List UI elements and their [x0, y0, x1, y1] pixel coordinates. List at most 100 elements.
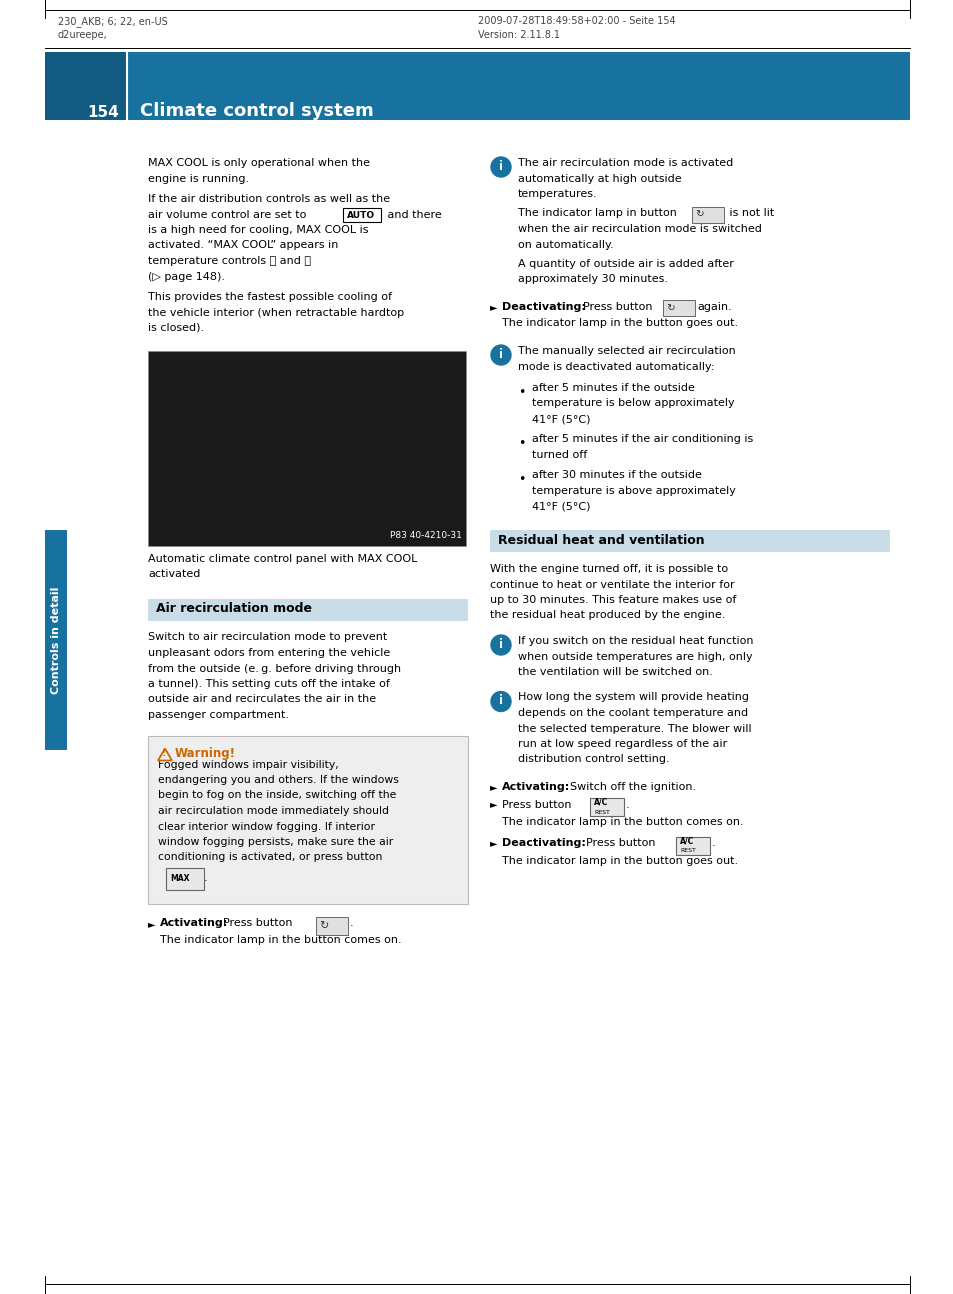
Text: turned off: turned off: [532, 450, 587, 459]
Text: .: .: [711, 839, 715, 849]
Text: !: !: [162, 749, 166, 758]
Bar: [662, 300, 695, 316]
Text: 230_AKB; 6; 22, en-US: 230_AKB; 6; 22, en-US: [58, 16, 168, 27]
Text: Fogged windows impair visibility,: Fogged windows impair visibility,: [158, 760, 338, 770]
Text: activated: activated: [148, 569, 200, 578]
Text: The indicator lamp in the button comes on.: The indicator lamp in the button comes o…: [501, 817, 742, 827]
Text: ↻: ↻: [695, 210, 703, 220]
Text: temperatures.: temperatures.: [517, 189, 597, 199]
Text: distribution control setting.: distribution control setting.: [517, 754, 669, 765]
Text: temperature controls ⓦ and ⓫: temperature controls ⓦ and ⓫: [148, 256, 311, 267]
Text: Switch off the ignition.: Switch off the ignition.: [569, 782, 696, 792]
Text: temperature is below approximately: temperature is below approximately: [532, 399, 734, 409]
Text: after 5 minutes if the outside: after 5 minutes if the outside: [532, 383, 694, 393]
Text: approximately 30 minutes.: approximately 30 minutes.: [517, 274, 667, 285]
Text: 41°F (5°C): 41°F (5°C): [532, 502, 590, 511]
Text: ►: ►: [490, 839, 497, 849]
Text: Version: 2.11.8.1: Version: 2.11.8.1: [477, 30, 559, 40]
Circle shape: [491, 345, 511, 365]
Text: A/C: A/C: [679, 836, 694, 845]
Bar: [45, 531, 67, 751]
Bar: [148, 599, 468, 621]
Text: Press button: Press button: [223, 919, 293, 929]
Text: the ventilation will be switched on.: the ventilation will be switched on.: [517, 666, 712, 677]
Text: after 5 minutes if the air conditioning is: after 5 minutes if the air conditioning …: [532, 435, 753, 445]
Text: clear interior window fogging. If interior: clear interior window fogging. If interi…: [158, 822, 375, 832]
Text: Warning!: Warning!: [174, 748, 235, 761]
Text: endangering you and others. If the windows: endangering you and others. If the windo…: [158, 775, 398, 785]
Text: Deactivating:: Deactivating:: [501, 302, 585, 312]
Text: If you switch on the residual heat function: If you switch on the residual heat funct…: [517, 635, 753, 646]
Bar: [589, 797, 623, 815]
Text: •: •: [517, 474, 525, 487]
Text: ►: ►: [490, 782, 497, 792]
Text: The air recirculation mode is activated: The air recirculation mode is activated: [517, 158, 733, 168]
Bar: [148, 351, 465, 546]
Circle shape: [491, 157, 511, 177]
Text: Climate control system: Climate control system: [140, 102, 374, 120]
Text: the selected temperature. The blower will: the selected temperature. The blower wil…: [517, 723, 751, 734]
Text: i: i: [498, 638, 502, 651]
Text: Deactivating:: Deactivating:: [501, 839, 585, 849]
Text: from the outside (e. g. before driving through: from the outside (e. g. before driving t…: [148, 664, 400, 673]
Text: run at low speed regardless of the air: run at low speed regardless of the air: [517, 739, 726, 749]
Text: d2ureepe,: d2ureepe,: [58, 30, 108, 40]
Text: Activating:: Activating:: [501, 782, 570, 792]
Text: •: •: [517, 386, 525, 399]
Text: automatically at high outside: automatically at high outside: [517, 173, 680, 184]
Text: the vehicle interior (when retractable hardtop: the vehicle interior (when retractable h…: [148, 308, 404, 317]
Bar: [166, 868, 204, 890]
Text: i: i: [498, 348, 502, 361]
Bar: [676, 836, 709, 854]
Text: Automatic climate control panel with MAX COOL: Automatic climate control panel with MAX…: [148, 554, 417, 563]
Text: ►: ►: [148, 920, 155, 929]
Text: window fogging persists, make sure the air: window fogging persists, make sure the a…: [158, 837, 393, 848]
Text: A/C: A/C: [594, 797, 608, 806]
Text: air recirculation mode immediately should: air recirculation mode immediately shoul…: [158, 806, 389, 817]
Text: •: •: [517, 437, 525, 450]
Text: continue to heat or ventilate the interior for: continue to heat or ventilate the interi…: [490, 580, 734, 590]
Text: i: i: [498, 160, 502, 173]
Text: depends on the coolant temperature and: depends on the coolant temperature and: [517, 708, 747, 718]
Text: With the engine turned off, it is possible to: With the engine turned off, it is possib…: [490, 564, 727, 575]
Text: the residual heat produced by the engine.: the residual heat produced by the engine…: [490, 611, 724, 621]
Bar: [343, 207, 380, 221]
Text: activated. “MAX COOL” appears in: activated. “MAX COOL” appears in: [148, 241, 338, 251]
Bar: [490, 531, 889, 553]
Text: when the air recirculation mode is switched: when the air recirculation mode is switc…: [517, 224, 761, 234]
Text: conditioning is activated, or press button: conditioning is activated, or press butt…: [158, 853, 382, 863]
Text: engine is running.: engine is running.: [148, 173, 249, 184]
Text: ↻: ↻: [318, 920, 328, 930]
Text: a tunnel). This setting cuts off the intake of: a tunnel). This setting cuts off the int…: [148, 679, 390, 688]
Text: temperature is above approximately: temperature is above approximately: [532, 487, 735, 496]
Text: The indicator lamp in the button goes out.: The indicator lamp in the button goes ou…: [501, 318, 738, 329]
Text: (▷ page 148).: (▷ page 148).: [148, 272, 225, 282]
Text: ►: ►: [490, 800, 497, 810]
Text: MAX COOL is only operational when the: MAX COOL is only operational when the: [148, 158, 370, 168]
Text: ►: ►: [490, 302, 497, 312]
Text: up to 30 minutes. This feature makes use of: up to 30 minutes. This feature makes use…: [490, 595, 736, 606]
Text: .: .: [350, 919, 354, 929]
Text: MAX: MAX: [170, 873, 190, 883]
Text: on automatically.: on automatically.: [517, 239, 613, 250]
Text: and there: and there: [384, 210, 441, 220]
Text: 2009-07-28T18:49:58+02:00 - Seite 154: 2009-07-28T18:49:58+02:00 - Seite 154: [477, 16, 675, 26]
Text: air volume control are set to: air volume control are set to: [148, 210, 306, 220]
Text: when outside temperatures are high, only: when outside temperatures are high, only: [517, 651, 752, 661]
Text: Air recirculation mode: Air recirculation mode: [156, 603, 312, 616]
Text: The indicator lamp in the button comes on.: The indicator lamp in the button comes o…: [160, 936, 401, 945]
Text: ↻: ↻: [665, 303, 674, 313]
Text: Activating:: Activating:: [160, 919, 228, 929]
Text: 154: 154: [87, 105, 118, 120]
Text: is closed).: is closed).: [148, 324, 204, 333]
Text: Residual heat and ventilation: Residual heat and ventilation: [497, 534, 704, 547]
Text: The indicator lamp in the button goes out.: The indicator lamp in the button goes ou…: [501, 857, 738, 866]
Text: Press button: Press button: [585, 839, 655, 849]
Text: Controls in detail: Controls in detail: [51, 586, 61, 694]
Bar: [148, 735, 468, 903]
Text: Press button: Press button: [582, 302, 652, 312]
Text: AUTO: AUTO: [347, 211, 375, 220]
Text: .: .: [625, 800, 629, 810]
Bar: [45, 52, 909, 120]
Text: This provides the fastest possible cooling of: This provides the fastest possible cooli…: [148, 292, 392, 302]
